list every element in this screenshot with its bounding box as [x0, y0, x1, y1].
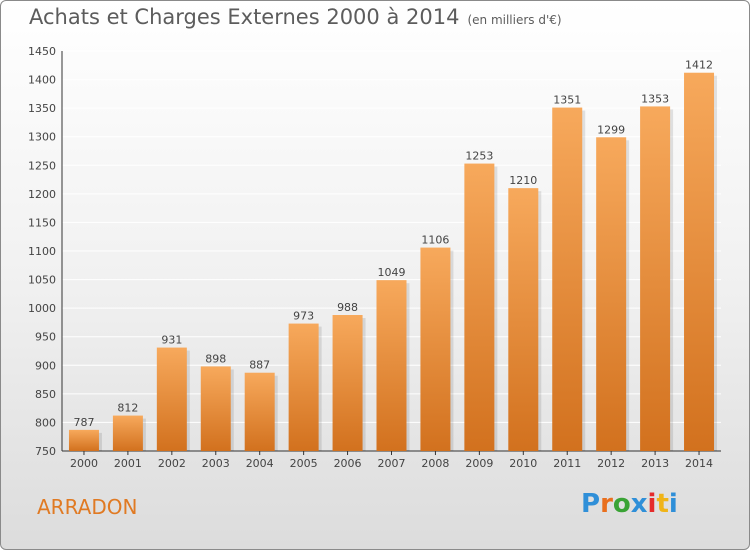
data-label: 1210	[509, 174, 537, 187]
y-tick-label: 900	[35, 359, 56, 372]
chart-title: Achats et Charges Externes 2000 à 2014 (e…	[29, 5, 562, 29]
title-text: Achats et Charges Externes 2000 à 2014	[29, 5, 460, 29]
data-label: 1106	[421, 234, 449, 247]
x-tick-label: 2002	[158, 457, 186, 470]
logo-letter: i	[668, 489, 678, 519]
y-tick-label: 1250	[28, 159, 56, 172]
data-label: 898	[205, 352, 226, 365]
x-tick-label: 2013	[641, 457, 669, 470]
y-tick-label: 1450	[28, 45, 56, 58]
x-tick-label: 2006	[334, 457, 362, 470]
y-tick-label: 1050	[28, 274, 56, 287]
logo-letter: o	[612, 489, 631, 519]
y-tick-label: 1300	[28, 131, 56, 144]
data-label: 988	[337, 301, 358, 314]
y-tick-label: 1150	[28, 216, 56, 229]
bar	[464, 163, 495, 452]
data-label: 973	[293, 310, 314, 323]
logo-letter: t	[656, 489, 669, 519]
logo-letter: P	[581, 489, 601, 519]
bar	[200, 366, 231, 451]
logo-letter: r	[600, 489, 613, 519]
bar	[596, 137, 627, 452]
bar	[376, 280, 407, 451]
x-tick-label: 2005	[290, 457, 318, 470]
bar	[112, 415, 143, 451]
axis-layer: 750 800 850 900 950 1000 1050 1100 1150 1200 1250 1…	[28, 45, 721, 470]
y-tick-label: 950	[35, 331, 56, 344]
title-unit: (en milliers d'€)	[467, 13, 562, 27]
y-tick-label: 1100	[28, 245, 56, 258]
data-label: 812	[117, 402, 138, 415]
y-tick-label: 1400	[28, 74, 56, 87]
logo-letter: x	[630, 489, 648, 519]
data-label: 787	[73, 416, 94, 429]
bar	[508, 188, 539, 451]
x-tick-label: 2008	[421, 457, 449, 470]
bar	[156, 347, 187, 451]
x-tick-label: 2007	[378, 457, 406, 470]
y-tick-label: 1350	[28, 102, 56, 115]
x-tick-label: 2010	[509, 457, 537, 470]
x-tick-label: 2014	[685, 457, 713, 470]
data-label: 1049	[378, 266, 406, 279]
logo-letter: i	[647, 489, 657, 519]
bar	[684, 72, 715, 451]
commune-name: ARRADON	[37, 495, 138, 519]
proxiti-logo: Proxiti	[581, 489, 678, 519]
data-label: 1351	[553, 94, 581, 107]
data-label: 1412	[685, 59, 713, 72]
bar	[288, 323, 319, 451]
data-label: 1299	[597, 123, 625, 136]
bar	[420, 247, 451, 451]
x-tick-label: 2003	[202, 457, 230, 470]
data-label: 1253	[465, 150, 493, 163]
x-tick-label: 2004	[246, 457, 274, 470]
y-tick-label: 750	[35, 445, 56, 458]
y-tick-label: 800	[35, 416, 56, 429]
y-tick-label: 1200	[28, 188, 56, 201]
x-tick-label: 2012	[597, 457, 625, 470]
x-tick-label: 2001	[114, 457, 142, 470]
data-label: 1353	[641, 92, 669, 105]
y-tick-label: 1000	[28, 302, 56, 315]
data-label: 931	[161, 334, 182, 347]
bar	[332, 315, 363, 451]
label-layer: 787 812 931 898 887 973 988 1049 1106 1253 1210 135…	[73, 59, 713, 429]
x-tick-label: 2000	[70, 457, 98, 470]
x-tick-label: 2009	[465, 457, 493, 470]
bar-layer	[68, 72, 718, 452]
bar	[640, 106, 671, 451]
bar	[244, 372, 275, 451]
bar	[68, 429, 99, 451]
data-label: 887	[249, 359, 270, 372]
bar	[552, 107, 583, 452]
y-tick-label: 850	[35, 388, 56, 401]
x-tick-label: 2011	[553, 457, 581, 470]
